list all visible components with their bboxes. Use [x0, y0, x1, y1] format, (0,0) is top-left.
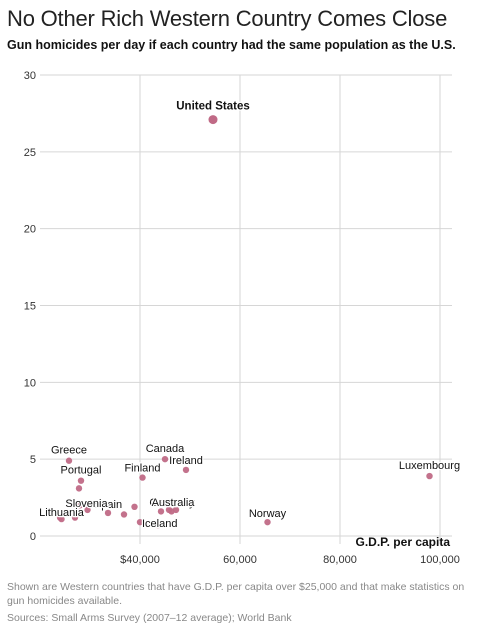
point-label: Spain — [94, 499, 122, 511]
data-point-canada — [161, 455, 169, 463]
x-tick-label: 60,000 — [223, 554, 257, 566]
point-label: Ireland — [169, 455, 203, 467]
scatter-chart: 0 5 10 15 20 25 30 $40,000 60,000 80,000 100,000 U… — [24, 70, 462, 566]
data-point-portugal — [77, 477, 85, 484]
point-label: Luxembourg — [399, 460, 460, 472]
data-point — [120, 511, 128, 518]
point-label: Slovenia — [65, 498, 108, 510]
y-tick-label: 0 — [30, 531, 36, 543]
data-point-australia — [172, 506, 180, 514]
x-axis-title: G.D.P. per capita — [356, 535, 451, 549]
point-label: Canada — [146, 443, 185, 455]
point-label: Finland — [124, 463, 160, 475]
y-tick-label: 20 — [24, 224, 36, 236]
data-point — [157, 508, 165, 515]
data-point — [154, 522, 162, 529]
point-label: Norway — [249, 508, 287, 520]
point-label: Greece — [51, 445, 87, 457]
chart-sources: Sources: Small Arms Survey (2007–12 aver… — [7, 612, 292, 624]
data-point-luxembourg — [426, 472, 433, 480]
point-label: Lithuania — [39, 507, 85, 519]
chart-title: No Other Rich Western Country Comes Clos… — [7, 6, 448, 31]
point-label: Portugal — [61, 465, 102, 477]
y-tick-label: 15 — [24, 301, 36, 313]
point-label: United States — [176, 101, 250, 113]
data-point-iceland — [136, 518, 144, 526]
y-tick-label: 30 — [24, 70, 36, 82]
y-tick-label: 5 — [30, 454, 36, 466]
data-point — [75, 485, 83, 492]
y-tick-label: 25 — [24, 147, 36, 159]
data-point-norway — [264, 518, 271, 526]
data-point-lithuania — [58, 515, 65, 523]
x-tick-label: $40,000 — [120, 554, 160, 566]
data-point-slovenia — [84, 506, 91, 514]
data-point — [131, 503, 138, 511]
data-point-finland — [139, 474, 146, 481]
data-point-united-states — [208, 115, 218, 125]
data-point-spain — [104, 509, 112, 517]
x-tick-label: 100,000 — [420, 554, 460, 566]
data-point — [76, 502, 84, 509]
data-point — [71, 514, 79, 521]
y-tick-label: 10 — [24, 377, 36, 389]
data-point-ireland — [182, 466, 190, 474]
chart-footnote: Shown are Western countries that have G.… — [7, 581, 465, 607]
x-tick-label: 80,000 — [323, 554, 357, 566]
point-label: Australia — [152, 497, 196, 509]
point-label: Iceland — [142, 518, 177, 530]
chart-subtitle: Gun homicides per day if each country ha… — [7, 38, 456, 52]
point-label: Germany — [149, 497, 195, 509]
data-point-greece — [65, 457, 73, 464]
